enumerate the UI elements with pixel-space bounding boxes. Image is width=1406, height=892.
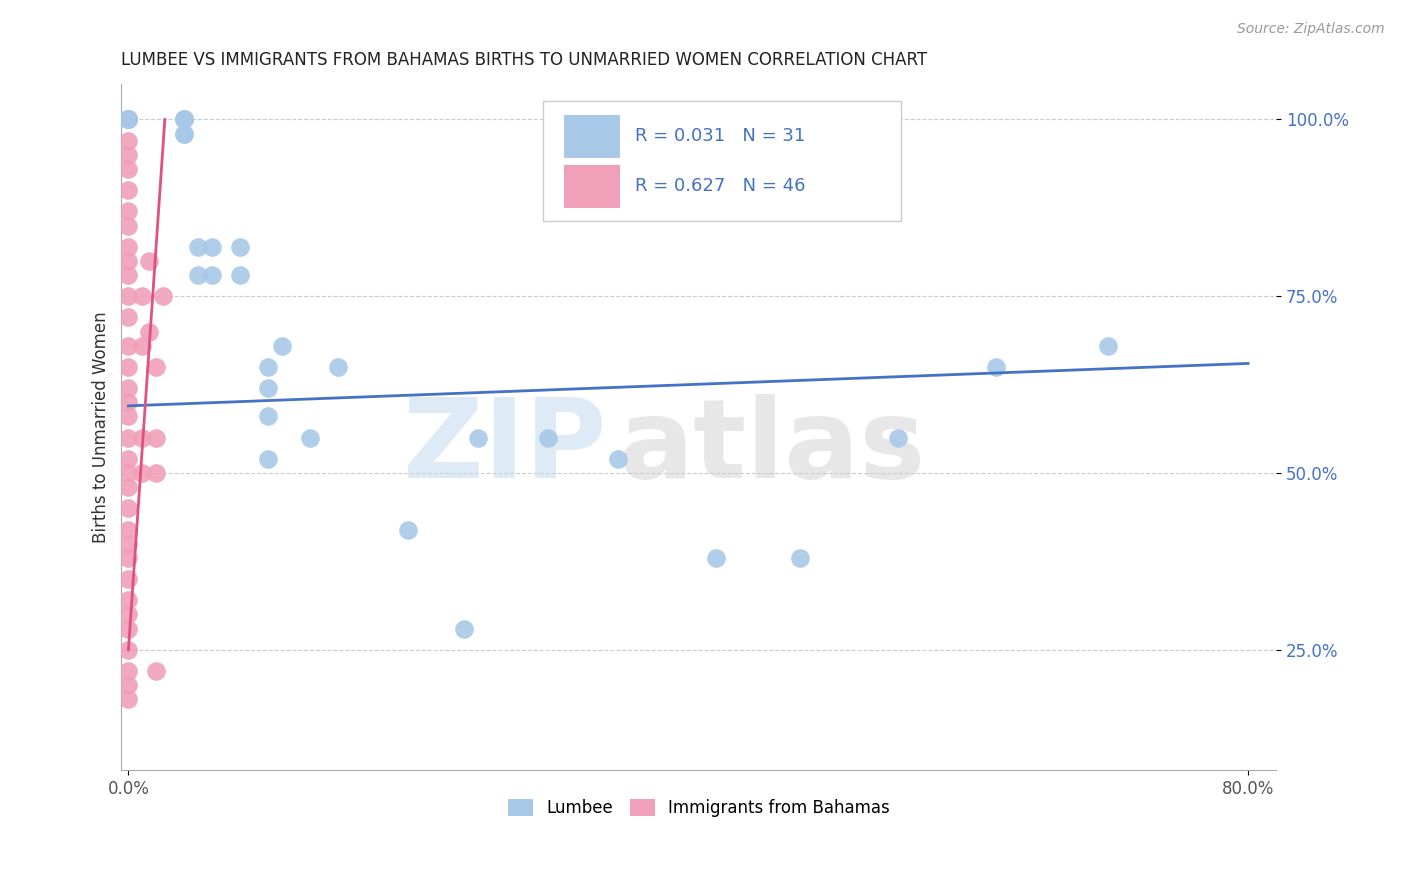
Point: [117, 642, 139, 657]
Point: [145, 431, 167, 445]
Point: [229, 268, 252, 282]
Point: [537, 431, 560, 445]
Point: [117, 622, 139, 636]
Point: [187, 240, 209, 254]
Text: Source: ZipAtlas.com: Source: ZipAtlas.com: [1237, 22, 1385, 37]
Point: [229, 240, 252, 254]
Point: [117, 310, 139, 325]
Point: [117, 692, 139, 706]
Point: [117, 289, 139, 303]
Point: [117, 537, 139, 551]
Point: [173, 112, 195, 127]
Point: [117, 664, 139, 678]
Point: [173, 112, 195, 127]
Point: [117, 523, 139, 537]
Text: R = 0.031   N = 31: R = 0.031 N = 31: [636, 128, 806, 145]
Point: [201, 240, 224, 254]
Point: [131, 289, 153, 303]
Point: [257, 451, 280, 466]
Point: [173, 112, 195, 127]
Point: [117, 183, 139, 197]
Legend: Lumbee, Immigrants from Bahamas: Lumbee, Immigrants from Bahamas: [501, 792, 897, 823]
Point: [328, 359, 350, 374]
FancyBboxPatch shape: [564, 165, 620, 208]
Point: [117, 339, 139, 353]
Point: [117, 204, 139, 219]
Point: [117, 253, 139, 268]
Point: [1097, 339, 1119, 353]
Point: [117, 134, 139, 148]
Point: [152, 289, 174, 303]
Point: [173, 127, 195, 141]
Point: [117, 112, 139, 127]
Point: [138, 325, 160, 339]
Point: [257, 381, 280, 395]
Point: [117, 550, 139, 565]
Point: [467, 431, 489, 445]
Point: [145, 466, 167, 480]
Point: [131, 339, 153, 353]
Point: [117, 381, 139, 395]
Point: [453, 622, 475, 636]
Point: [173, 127, 195, 141]
Text: LUMBEE VS IMMIGRANTS FROM BAHAMAS BIRTHS TO UNMARRIED WOMEN CORRELATION CHART: LUMBEE VS IMMIGRANTS FROM BAHAMAS BIRTHS…: [121, 51, 928, 69]
Point: [117, 431, 139, 445]
Point: [117, 678, 139, 692]
Point: [117, 572, 139, 586]
Point: [131, 466, 153, 480]
Point: [117, 112, 139, 127]
Point: [117, 395, 139, 409]
FancyBboxPatch shape: [543, 102, 901, 221]
Point: [117, 219, 139, 233]
Point: [117, 607, 139, 622]
Point: [789, 550, 811, 565]
Point: [145, 664, 167, 678]
Point: [257, 409, 280, 424]
Point: [704, 550, 727, 565]
Point: [117, 409, 139, 424]
Point: [117, 112, 139, 127]
Point: [257, 359, 280, 374]
Point: [271, 339, 294, 353]
Point: [117, 466, 139, 480]
Point: [396, 523, 419, 537]
Point: [117, 480, 139, 494]
Point: [117, 359, 139, 374]
FancyBboxPatch shape: [564, 115, 620, 158]
Point: [138, 253, 160, 268]
Point: [986, 359, 1008, 374]
Y-axis label: Births to Unmarried Women: Births to Unmarried Women: [93, 311, 110, 543]
Point: [187, 268, 209, 282]
Point: [201, 268, 224, 282]
Point: [117, 148, 139, 162]
Point: [145, 359, 167, 374]
Point: [117, 451, 139, 466]
Point: [117, 501, 139, 516]
Text: ZIP: ZIP: [404, 394, 606, 501]
Point: [607, 451, 630, 466]
Point: [131, 431, 153, 445]
Point: [117, 161, 139, 176]
Text: atlas: atlas: [619, 394, 925, 501]
Point: [117, 112, 139, 127]
Point: [117, 593, 139, 607]
Point: [117, 240, 139, 254]
Point: [117, 112, 139, 127]
Point: [299, 431, 322, 445]
Text: R = 0.627   N = 46: R = 0.627 N = 46: [636, 178, 806, 195]
Point: [887, 431, 910, 445]
Point: [117, 112, 139, 127]
Point: [117, 268, 139, 282]
